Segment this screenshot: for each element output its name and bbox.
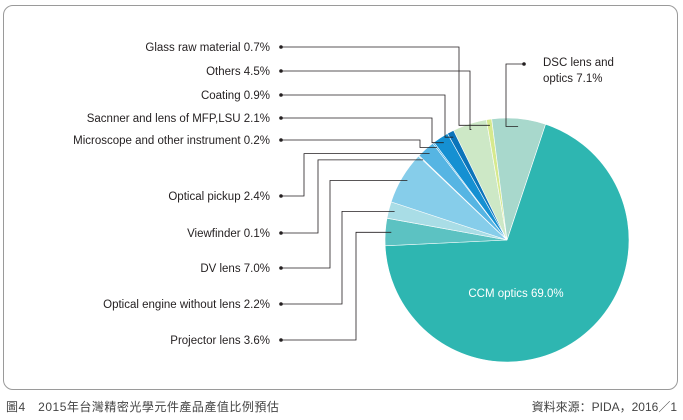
leader-line-optical-pickup <box>281 153 430 197</box>
figure-caption: 圖4 2015年台灣精密光學元件產品產值比例預估 <box>6 400 280 414</box>
leader-dot-projector-lens <box>279 338 283 342</box>
pie-slice-dsc-lens-and-optics <box>491 117 546 241</box>
leader-dot-dsc-lens-and-optics <box>522 62 526 66</box>
leader-dot-coating <box>279 93 283 97</box>
leader-dot-microscope-and-other-instrument <box>279 138 283 142</box>
leader-dot-optical-pickup <box>279 194 283 198</box>
leader-line-dsc-lens-and-optics <box>505 63 524 127</box>
label-coating: Coating 0.9% <box>201 90 270 102</box>
leader-dot-sacnner-and-lens-of-mfp-lsu <box>279 116 283 120</box>
label-optical-engine-without-lens: Optical engine without lens 2.2% <box>103 299 270 311</box>
leader-dot-dv-lens <box>279 266 283 270</box>
label-dv-lens: DV lens 7.0% <box>200 263 270 275</box>
leader-dot-viewfinder <box>279 231 283 235</box>
label-sacnner-and-lens-of-mfp-lsu: Sacnner and lens of MFP,LSU 2.1% <box>87 113 270 125</box>
label-optical-pickup: Optical pickup 2.4% <box>168 191 270 203</box>
leader-line-microscope-and-other-instrument <box>281 139 437 148</box>
pie-chart: Glass raw material 0.7% Others 4.5% Coatin… <box>73 42 630 363</box>
leader-dot-glass-raw-material <box>279 45 283 49</box>
leader-line-coating <box>281 94 454 138</box>
label-microscope-and-other-instrument: Microscope and other instrument 0.2% <box>73 135 270 147</box>
leader-line-projector-lens <box>281 231 392 341</box>
label-ccm-optics: CCM optics 69.0% <box>468 288 563 300</box>
pie-slice-ccm-optics <box>384 123 630 363</box>
leader-dot-optical-engine-without-lens <box>279 302 283 306</box>
leader-line-glass-raw-material <box>281 46 490 126</box>
label-glass-raw-material: Glass raw material 0.7% <box>145 42 270 54</box>
leader-line-sacnner-and-lens-of-mfp-lsu <box>281 117 444 144</box>
leader-line-viewfinder <box>281 159 424 234</box>
leader-line-dv-lens <box>281 180 408 269</box>
label-projector-lens: Projector lens 3.6% <box>170 335 270 347</box>
label-others: Others 4.5% <box>206 66 270 78</box>
source-note: 資料來源：PIDA，2016／1 <box>531 400 677 414</box>
label-dsc-lens-and-optics-line-2: optics 7.1% <box>543 73 602 85</box>
leader-line-others <box>281 70 472 131</box>
label-viewfinder: Viewfinder 0.1% <box>187 228 270 240</box>
leader-dot-others <box>279 69 283 73</box>
leader-line-optical-engine-without-lens <box>281 210 395 305</box>
label-dsc-lens-and-optics-line-1: DSC lens and <box>543 57 614 69</box>
